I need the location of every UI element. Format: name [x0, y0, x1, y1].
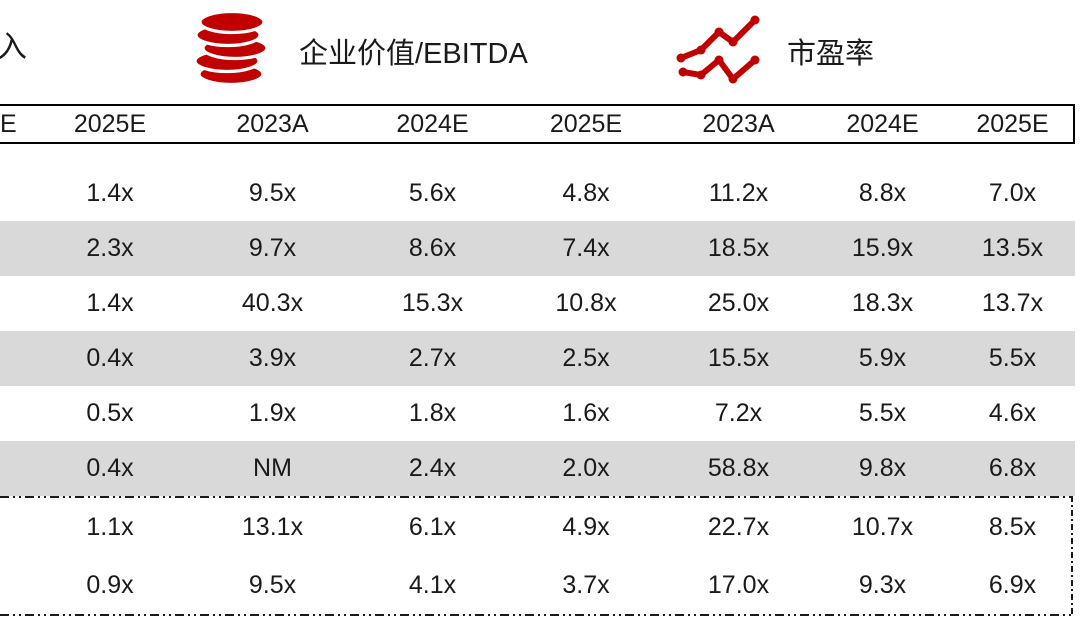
header-cell-2024e-pe: 2024E: [846, 109, 919, 138]
summary-row: 0.9x 9.5x 4.1x 3.7x 17.0x 9.3x 6.9x: [0, 556, 1075, 614]
pe-legend-label: 市盈率: [787, 38, 875, 70]
table-cell: 3.7x: [562, 570, 610, 599]
table-cell: 4.6x: [988, 399, 1037, 427]
table-cell: 9.5x: [248, 570, 297, 599]
summary-section: 1.1x 13.1x 6.1x 4.9x 22.7x 10.7x 8.5x 0.…: [0, 496, 1075, 616]
table-cell: 9.8x: [858, 454, 907, 482]
table-cell: 0.5x: [86, 399, 134, 427]
table-cell: 11.2x: [708, 179, 769, 207]
table-cell: 18.5x: [707, 234, 770, 262]
table-cell: 18.3x: [851, 289, 914, 317]
header-cell-2025e-pe: 2025E: [976, 109, 1049, 138]
table-cell: 40.3x: [241, 289, 304, 317]
table-cell: 5.5x: [988, 344, 1037, 372]
table-cell: NM: [253, 454, 292, 482]
table-row: 0.5x 1.9x 1.8x 1.6x 7.2x 5.5x 4.6x: [0, 386, 1075, 441]
table-cell: 1.4x: [86, 179, 134, 207]
ev-revenue-partial-label: 入: [0, 31, 27, 64]
table-cell: 58.8x: [707, 454, 770, 482]
table-row: 0.4x 3.9x 2.7x 2.5x 15.5x 5.9x 5.5x: [0, 331, 1075, 386]
table-cell: 7.2x: [714, 399, 763, 427]
table-cell: 0.9x: [86, 570, 134, 599]
summary-right-dashed-border: [1071, 496, 1073, 616]
header-cell-2025e-ev-ebitda: 2025E: [549, 109, 623, 138]
table-row: 0.4x NM 2.4x 2.0x 58.8x 9.8x 6.8x: [0, 441, 1075, 496]
table-cell: 7.4x: [562, 234, 610, 262]
coins-icon: [192, 8, 272, 93]
header-cell-2025e-ev-rev: 2025E: [73, 109, 147, 138]
table-cell: 5.6x: [408, 179, 457, 207]
table-cell: 8.5x: [988, 512, 1037, 541]
comparables-table: E 2025E 2023A 2024E 2025E 2023A 2024E 20…: [0, 104, 1075, 616]
table-row: 1.4x 9.5x 5.6x 4.8x 11.2x 8.8x 7.0x: [0, 166, 1075, 221]
table-cell: 2.7x: [408, 344, 457, 372]
table-cell: 2.0x: [562, 454, 610, 482]
table-cell: 1.8x: [408, 399, 457, 427]
table-cell: 4.8x: [562, 179, 610, 207]
table-cell: 25.0x: [707, 289, 770, 317]
table-cell: 7.0x: [988, 179, 1037, 207]
table-row: 1.4x 40.3x 15.3x 10.8x 25.0x 18.3x 13.7x: [0, 276, 1075, 331]
trend-lines-icon: [674, 12, 762, 91]
table-cell: 0.4x: [86, 344, 134, 372]
table-cell: 13.5x: [981, 234, 1044, 262]
header-cell-2024e-ev-ebitda: 2024E: [396, 109, 469, 138]
table-cell: 1.9x: [248, 399, 297, 427]
table-cell: 0.4x: [86, 454, 134, 482]
summary-top-dashed-border: [0, 496, 1075, 498]
table-row: 2.3x 9.7x 8.6x 7.4x 18.5x 15.9x 13.5x: [0, 221, 1075, 276]
table-cell: 4.9x: [562, 512, 610, 541]
table-cell: 2.5x: [562, 344, 610, 372]
table-cell: 15.3x: [401, 289, 464, 317]
table-cell: 6.8x: [988, 454, 1037, 482]
table-cell: 2.3x: [86, 234, 134, 262]
table-cell: 15.9x: [851, 234, 914, 262]
table-cell: 10.8x: [555, 289, 617, 317]
table-cell: 6.9x: [988, 570, 1037, 599]
table-cell: 17.0x: [707, 570, 770, 599]
header-cell-partial: E: [0, 109, 17, 138]
table-cell: 9.5x: [248, 179, 297, 207]
table-cell: 2.4x: [408, 454, 457, 482]
header-cell-2023a-pe: 2023A: [702, 109, 775, 138]
table-cell: 3.9x: [248, 344, 297, 372]
table-cell: 1.1x: [86, 512, 134, 541]
table-cell: 8.6x: [408, 234, 457, 262]
header-gap: [0, 144, 1075, 166]
table-cell: 1.4x: [86, 289, 134, 317]
table-cell: 4.1x: [408, 570, 457, 599]
table-cell: 1.6x: [562, 399, 610, 427]
summary-row: 1.1x 13.1x 6.1x 4.9x 22.7x 10.7x 8.5x: [0, 498, 1075, 556]
table-cell: 15.5x: [707, 344, 770, 372]
table-cell: 8.8x: [858, 179, 907, 207]
summary-bottom-dashed-border: [0, 614, 1075, 616]
table-cell: 5.5x: [858, 399, 907, 427]
table-cell: 13.1x: [241, 512, 304, 541]
table-cell: 13.7x: [981, 289, 1044, 317]
table-cell: 9.3x: [858, 570, 907, 599]
table-header-row: E 2025E 2023A 2024E 2025E 2023A 2024E 20…: [0, 104, 1075, 144]
table-cell: 6.1x: [408, 512, 457, 541]
table-cell: 5.9x: [858, 344, 907, 372]
ev-ebitda-legend-label: 企业价值/EBITDA: [299, 38, 528, 70]
table-cell: 10.7x: [851, 512, 914, 541]
table-cell: 22.7x: [707, 512, 770, 541]
table-cell: 9.7x: [248, 234, 297, 262]
header-cell-2023a-ev-ebitda: 2023A: [236, 109, 309, 138]
